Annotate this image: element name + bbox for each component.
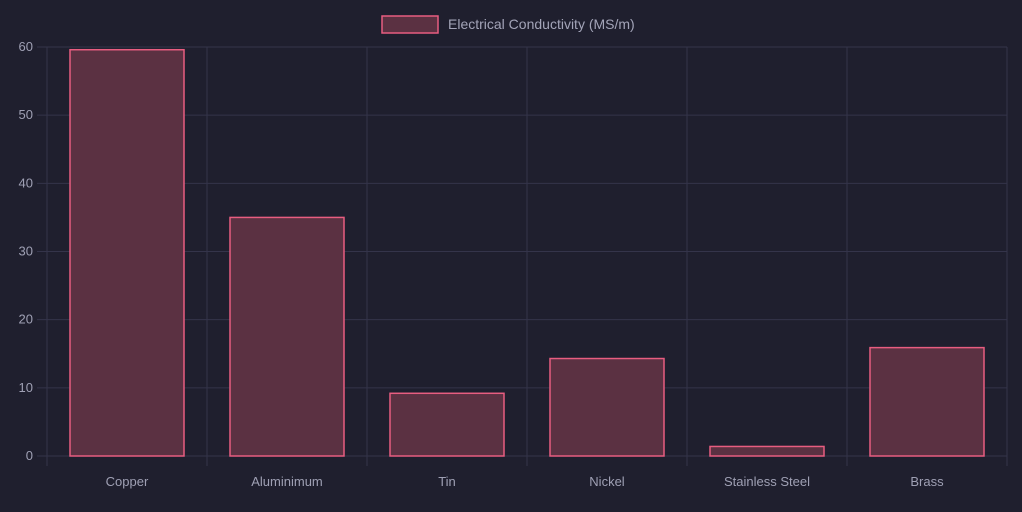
bar-brass[interactable] <box>869 346 985 457</box>
x-tick-label: Aluminimum <box>251 474 323 489</box>
x-tick-label: Copper <box>106 474 149 489</box>
bar-copper[interactable] <box>69 48 185 457</box>
y-tick-label: 10 <box>19 380 33 395</box>
bar-tin[interactable] <box>389 392 505 457</box>
bar-aluminimum[interactable] <box>229 216 345 457</box>
y-tick-label: 50 <box>19 107 33 122</box>
legend[interactable]: Electrical Conductivity (MS/m) <box>381 15 635 34</box>
y-tick-label: 20 <box>19 312 33 327</box>
grid <box>37 46 1008 466</box>
legend-label[interactable]: Electrical Conductivity (MS/m) <box>448 16 635 32</box>
bars <box>69 48 985 457</box>
y-tick-label: 60 <box>19 39 33 54</box>
legend-swatch[interactable] <box>381 15 439 34</box>
bar-nickel[interactable] <box>549 357 665 457</box>
bar-stainless-steel[interactable] <box>709 445 825 457</box>
y-tick-label: 0 <box>26 448 33 463</box>
x-tick-label: Tin <box>438 474 456 489</box>
x-tick-label: Brass <box>910 474 944 489</box>
axes: 0 10 20 30 40 50 60 Copper Aluminimum Tin Nickel St… <box>19 39 945 489</box>
y-tick-label: 30 <box>19 244 33 259</box>
x-tick-label: Stainless Steel <box>724 474 810 489</box>
y-tick-label: 40 <box>19 175 33 190</box>
x-tick-label: Nickel <box>589 474 625 489</box>
